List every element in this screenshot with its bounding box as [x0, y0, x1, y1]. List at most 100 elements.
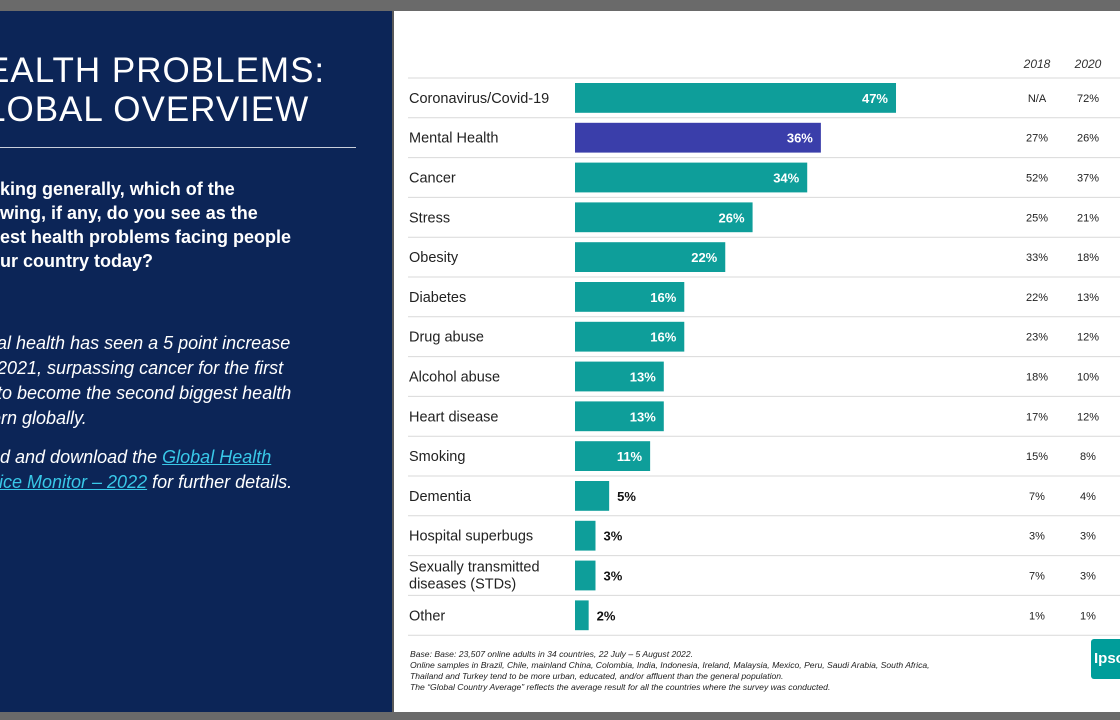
value-label: 34% — [773, 171, 799, 186]
value-label: 5% — [617, 489, 636, 504]
value-2020: 13% — [1077, 292, 1099, 304]
category-label: Other — [409, 608, 445, 624]
value-2020: 18% — [1077, 252, 1099, 264]
category-label: Sexually transmitted diseases (STDs) — [409, 560, 540, 593]
ipsos-logo: Ipsos — [1091, 639, 1120, 679]
value-label: 3% — [603, 529, 622, 544]
bottom-frame-bar — [0, 712, 1120, 720]
bar — [575, 282, 685, 312]
footnote: Base: Base: 23,507 online adults in 34 c… — [410, 649, 1060, 693]
value-2018: 52% — [1026, 173, 1048, 185]
category-label: Alcohol abuse — [409, 370, 500, 386]
bar — [575, 401, 664, 432]
value-2020: 12% — [1077, 411, 1099, 423]
category-label: Diabetes — [409, 290, 466, 306]
footnote-line-2: Online samples in Brazil, Chile, mainlan… — [410, 660, 930, 670]
value-2020: 72% — [1077, 93, 1099, 105]
bar — [575, 481, 610, 511]
value-label: 16% — [650, 330, 676, 345]
question-line-4: our country today? — [0, 251, 154, 271]
value-2018: 15% — [1026, 451, 1048, 463]
value-2018: 17% — [1026, 411, 1048, 423]
bar — [575, 162, 808, 193]
value-2018: 7% — [1029, 571, 1045, 583]
note-line-3: e to become the second biggest health — [0, 383, 292, 403]
value-2018: 25% — [1026, 212, 1048, 224]
monitor-link-part-1[interactable]: Global Health — [162, 447, 272, 467]
value-2020: 3% — [1080, 571, 1096, 583]
value-label: 22% — [691, 250, 717, 265]
bar — [575, 122, 821, 153]
bar — [575, 441, 651, 471]
bar — [575, 202, 753, 233]
value-label: 16% — [650, 290, 676, 305]
bar — [575, 321, 685, 352]
value-2020: 8% — [1080, 451, 1096, 463]
readmore-prefix: ed and download the — [0, 447, 163, 467]
read-more: ed and download the Global Health vice M… — [0, 445, 370, 495]
value-2020: 4% — [1080, 491, 1096, 503]
question-line-1: nking generally, which of the — [0, 179, 235, 199]
value-label: 26% — [719, 210, 745, 225]
value-label: 47% — [862, 91, 888, 106]
value-2018: 7% — [1029, 491, 1045, 503]
bar — [575, 83, 897, 113]
category-label: Hospital superbugs — [409, 529, 533, 545]
footnote-line-1: Base: Base: 23,507 online adults in 34 c… — [410, 649, 693, 659]
bar-chart: 2018 2020 Coronavirus/Covid-19 47% N/A 72% Men… — [408, 57, 1120, 636]
question-line-3: gest health problems facing people — [0, 227, 292, 247]
column-header-2018: 2018 — [1023, 57, 1051, 71]
value-2018: 23% — [1026, 332, 1048, 344]
value-2020: 26% — [1077, 133, 1099, 145]
value-label: 36% — [787, 131, 813, 146]
category-label: Dementia — [409, 489, 472, 505]
title-line-2: LOBAL OVERVIEW — [0, 90, 310, 129]
value-2018: 27% — [1026, 133, 1048, 145]
value-label: 2% — [597, 608, 616, 623]
slide-title: EALTH PROBLEMS: LOBAL OVERVIEW — [0, 51, 325, 129]
value-2018: 18% — [1026, 372, 1048, 384]
category-label: Obesity — [409, 250, 459, 266]
footnote-line-4: The “Global Country Average” reflects th… — [410, 682, 831, 692]
bar — [575, 242, 726, 272]
note-line-1: ntal health has seen a 5 point increase — [0, 333, 291, 353]
top-frame-bar — [0, 0, 1120, 11]
bar — [575, 361, 664, 392]
note-line-4: cern globally. — [0, 408, 87, 428]
value-2020: 21% — [1077, 212, 1099, 224]
bar — [575, 600, 589, 631]
title-line-1: EALTH PROBLEMS: — [0, 51, 326, 90]
value-2018: 1% — [1029, 610, 1045, 622]
value-2018: 22% — [1026, 292, 1048, 304]
category-label: Heart disease — [409, 409, 498, 425]
left-panel: EALTH PROBLEMS: LOBAL OVERVIEW nking gen… — [0, 11, 392, 712]
category-label: Smoking — [409, 449, 465, 465]
value-2018: 33% — [1026, 252, 1048, 264]
value-2020: 37% — [1077, 173, 1099, 185]
monitor-link-part-2[interactable]: vice Monitor – 2022 — [0, 472, 148, 492]
category-label: Coronavirus/Covid-19 — [409, 91, 549, 107]
title-divider — [0, 147, 356, 148]
value-label: 13% — [630, 409, 656, 424]
survey-question: nking generally, which of the owing, if … — [0, 177, 369, 273]
right-panel: 2018 2020 Coronavirus/Covid-19 47% N/A 72% Men… — [394, 11, 1120, 712]
value-2020: 1% — [1080, 610, 1096, 622]
value-2020: 10% — [1077, 372, 1099, 384]
value-label: 3% — [603, 569, 622, 584]
insight-note: ntal health has seen a 5 point increase … — [0, 331, 362, 431]
category-label: Stress — [409, 210, 450, 226]
readmore-suffix: for further details. — [147, 472, 293, 492]
category-label: Drug abuse — [409, 330, 484, 346]
category-label: Cancer — [409, 171, 456, 187]
bar — [575, 560, 596, 591]
value-label: 11% — [617, 449, 643, 464]
category-label: Mental Health — [409, 131, 498, 147]
value-2020: 3% — [1080, 531, 1096, 543]
question-line-2: owing, if any, do you see as the — [0, 203, 258, 223]
value-2018: N/A — [1028, 93, 1047, 105]
footnote-line-3: Thailand and Turkey tend to be more urba… — [410, 671, 784, 681]
note-line-2: n 2021, surpassing cancer for the first — [0, 358, 284, 378]
bar — [575, 520, 596, 551]
value-2018: 3% — [1029, 531, 1045, 543]
value-2020: 12% — [1077, 332, 1099, 344]
